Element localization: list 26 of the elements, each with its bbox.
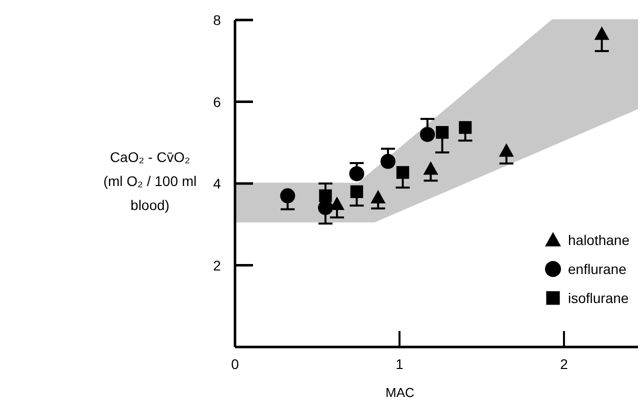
point (594, 26, 610, 40)
y-tick-label: 8 (213, 12, 222, 28)
point (458, 121, 472, 134)
point (370, 190, 386, 204)
x-tick-label: 1 (396, 356, 404, 372)
x-tick-label: 0 (231, 356, 240, 372)
point (350, 185, 364, 198)
y-tick-label: 6 (213, 94, 222, 110)
point (380, 154, 396, 169)
point (436, 126, 449, 139)
y-tick-label: 4 (213, 176, 222, 192)
legend-label: halothane (568, 232, 630, 248)
point (420, 126, 435, 142)
point (423, 161, 438, 175)
x-axis-title: MAC (386, 385, 414, 400)
legend-label: enflurane (568, 261, 627, 277)
point (349, 166, 364, 182)
y-tick-label: 2 (213, 257, 222, 274)
point (396, 166, 410, 179)
y-axis-title: CaO₂ - Cv̄O₂ (ml O₂ / 100 ml blood) (103, 149, 197, 213)
x-tick-label: 2 (560, 356, 568, 372)
point (318, 200, 333, 216)
point (319, 189, 332, 202)
point (280, 188, 296, 204)
point (498, 143, 514, 157)
legend-label: isoflurane (568, 290, 629, 306)
